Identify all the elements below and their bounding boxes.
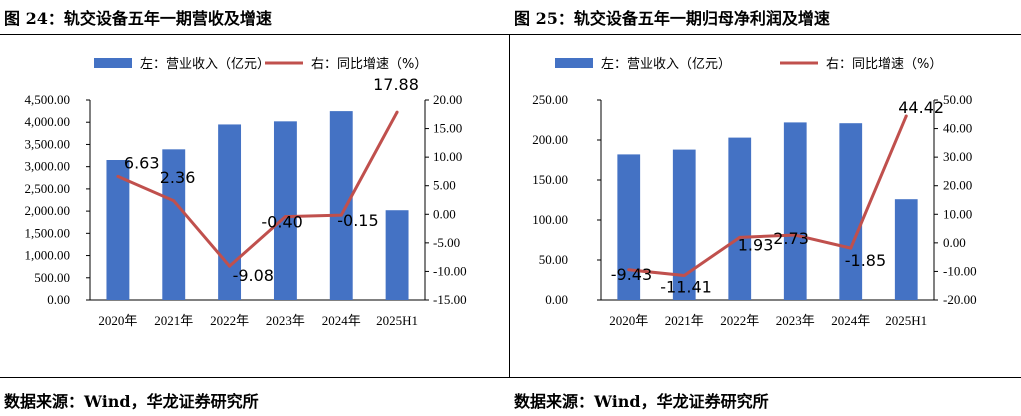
right-tick-label: -10.00 — [433, 263, 467, 278]
line-point — [283, 215, 287, 219]
line-point — [738, 235, 742, 239]
category-label: 2021年 — [154, 313, 193, 328]
right-tick-label: 0.00 — [943, 235, 966, 250]
left-tick-label: 50.00 — [539, 252, 568, 267]
left-tick-label: 1,500.00 — [25, 225, 71, 240]
right-tick-label: -5.00 — [433, 235, 460, 250]
line-data-label: 44.42 — [898, 98, 944, 117]
category-label: 2022年 — [720, 313, 759, 328]
source-note-left: 数据来源：Wind，华龙证券研究所 — [4, 392, 259, 411]
bar — [783, 122, 807, 301]
legend-bar-label: 左：营业收入（亿元） — [140, 57, 270, 72]
line-data-label: -0.40 — [261, 213, 302, 232]
category-label: 2020年 — [98, 313, 137, 328]
line-data-label: 6.63 — [124, 153, 160, 172]
line-point — [904, 114, 908, 118]
right-tick-label: 5.00 — [433, 178, 456, 193]
source-note-right: 数据来源：Wind，华龙证券研究所 — [514, 392, 769, 411]
category-label: 2025H1 — [376, 313, 418, 328]
chart-left: 左：营业收入（亿元） 右：同比增速（%） 0.00 500.00 1,000.00 1,5… — [25, 57, 467, 328]
bar — [106, 160, 130, 300]
left-tick-label: 0.00 — [47, 292, 70, 307]
right-tick-label: -10.00 — [943, 263, 977, 278]
left-tick-label: 4,500.00 — [25, 92, 71, 107]
line-point — [627, 268, 631, 272]
growth-line — [117, 111, 399, 268]
figure-title-right: 图 25：轨交设备五年一期归母净利润及增速 — [514, 9, 830, 28]
bar — [162, 149, 186, 300]
bar — [894, 199, 918, 300]
left-tick-label: 250.00 — [532, 92, 568, 107]
category-label: 2023年 — [776, 313, 815, 328]
category-label: 2025H1 — [885, 313, 927, 328]
bar — [329, 111, 353, 300]
line-data-label: -0.15 — [337, 211, 378, 230]
bar — [617, 154, 641, 300]
line-data-label: 2.36 — [160, 168, 196, 187]
right-tick-label: 0.00 — [433, 206, 456, 221]
bar — [385, 210, 409, 300]
category-label: 2020年 — [609, 313, 648, 328]
bar — [839, 123, 863, 300]
line-point — [339, 213, 343, 217]
left-tick-label: 2,500.00 — [25, 181, 71, 196]
line-data-label: -1.85 — [845, 251, 886, 270]
line-point — [395, 110, 399, 114]
category-label: 2021年 — [665, 313, 704, 328]
chart-panel-right: 左：营业收入（亿元） 右：同比增速（%） 0.00 50.00 100.00 150.00… — [510, 34, 1021, 378]
left-tick-label: 200.00 — [532, 132, 568, 147]
chart-panel-left: 左：营业收入（亿元） 右：同比增速（%） 0.00 500.00 1,000.00 1,5… — [0, 34, 510, 378]
legend-bar-swatch — [94, 58, 132, 68]
right-tick-label: 10.00 — [943, 206, 972, 221]
line-point — [228, 264, 232, 268]
right-tick-label: 40.00 — [943, 121, 972, 136]
right-tick-label: 30.00 — [943, 149, 972, 164]
bar — [672, 149, 696, 300]
figure-title-left: 图 24：轨交设备五年一期营收及增速 — [4, 9, 272, 28]
line-data-label: -9.43 — [611, 265, 652, 284]
left-tick-label: 100.00 — [532, 212, 568, 227]
category-label: 2024年 — [831, 313, 870, 328]
left-tick-label: 500.00 — [34, 270, 70, 285]
legend-bar-label: 左：营业收入（亿元） — [601, 57, 731, 72]
left-tick-label: 4,000.00 — [25, 114, 71, 129]
category-label: 2023年 — [266, 313, 305, 328]
line-point — [682, 273, 686, 277]
legend-line-label: 右：同比增速（%） — [311, 57, 427, 72]
line-point — [116, 174, 120, 178]
right-tick-label: 20.00 — [943, 178, 972, 193]
legend-bar-swatch — [555, 58, 593, 68]
category-label: 2022年 — [210, 313, 249, 328]
bar — [273, 121, 297, 300]
line-point — [849, 246, 853, 250]
right-tick-label: 15.00 — [433, 121, 462, 136]
left-tick-label: 150.00 — [532, 172, 568, 187]
line-data-label: -11.41 — [660, 277, 712, 296]
left-tick-label: 2,000.00 — [25, 203, 71, 218]
line-data-label: 17.88 — [373, 75, 419, 94]
left-tick-label: 3,000.00 — [25, 159, 71, 174]
right-tick-label: -20.00 — [943, 292, 977, 307]
line-data-label: 1.93 — [738, 235, 774, 254]
line-data-label: -9.08 — [233, 266, 274, 285]
left-tick-label: 3,500.00 — [25, 136, 71, 151]
left-tick-label: 1,000.00 — [25, 248, 71, 263]
right-tick-label: 10.00 — [433, 149, 462, 164]
chart-right: 左：营业收入（亿元） 右：同比增速（%） 0.00 50.00 100.00 150.00… — [532, 57, 977, 328]
category-label: 2024年 — [322, 313, 361, 328]
line-data-label: 2.73 — [773, 229, 809, 248]
left-tick-label: 0.00 — [545, 292, 568, 307]
right-tick-label: 50.00 — [943, 92, 972, 107]
line-point — [172, 199, 176, 203]
growth-line — [628, 115, 908, 277]
right-tick-label: -15.00 — [433, 292, 467, 307]
right-tick-label: 20.00 — [433, 92, 462, 107]
line-point — [793, 233, 797, 237]
bar — [728, 137, 752, 300]
bar — [218, 124, 242, 300]
legend-line-label: 右：同比增速（%） — [826, 57, 942, 72]
